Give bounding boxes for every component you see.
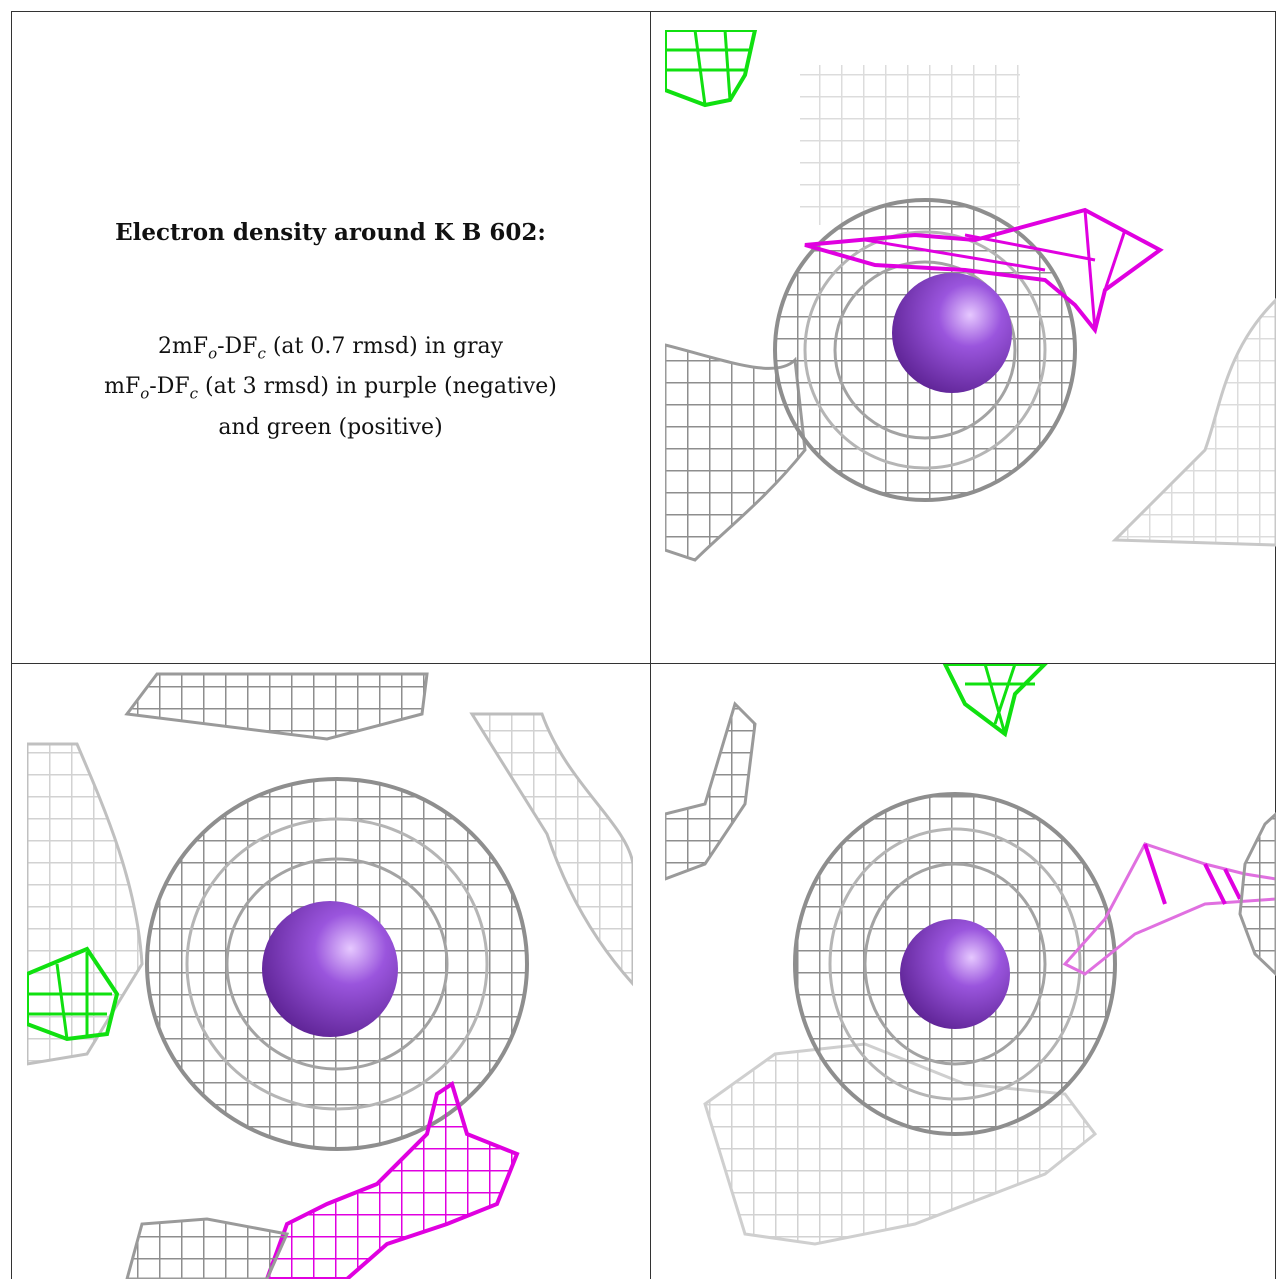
- potassium-ion: [892, 273, 1012, 393]
- density-view-2: [27, 664, 633, 1279]
- legend-line-2fofc: 2mFo-DFc (at 0.7 rmsd) in gray: [157, 334, 504, 363]
- positive-difference-density: [665, 30, 758, 108]
- far-density-mesh: [800, 65, 1020, 225]
- legend-line-fofc: mFo-DFc (at 3 rmsd) in purple (negative): [104, 374, 557, 403]
- side-density-mesh-left: [665, 343, 807, 562]
- legend-line-colors: and green (positive): [218, 414, 443, 440]
- caption-title: Electron density around K B 602:: [115, 219, 546, 246]
- density-view-1: [665, 30, 1276, 664]
- side-density-mesh-right: [1238, 811, 1276, 977]
- side-density-mesh-right: [469, 712, 633, 987]
- potassium-ion: [900, 919, 1010, 1029]
- side-density-mesh-left: [27, 742, 144, 1066]
- density-cage-ring: [803, 230, 1047, 470]
- potassium-ion: [262, 901, 398, 1037]
- negative-difference-density: [1062, 842, 1276, 976]
- side-density-mesh-top: [124, 672, 429, 741]
- positive-difference-density: [965, 664, 1035, 735]
- side-density-mesh-right: [1111, 297, 1276, 547]
- density-cage-ring: [828, 827, 1082, 1101]
- row-divider: [11, 663, 1276, 664]
- density-cage-ring: [833, 260, 1017, 440]
- side-density-mesh-left: [665, 701, 757, 881]
- negative-difference-density: [864, 209, 1127, 331]
- density-view-1-svg: [665, 30, 1276, 562]
- density-cage-ring: [185, 817, 489, 1111]
- density-cage-ring: [225, 857, 449, 1071]
- density-cage-ring: [863, 862, 1047, 1066]
- caption-cell: Electron density around K B 602: 2mFo-DF…: [12, 12, 649, 662]
- negative-difference-density: [264, 1080, 520, 1279]
- density-view-3: [665, 664, 1276, 1279]
- positive-difference-density: [27, 946, 120, 1042]
- caption-legend: 2mFo-DFc (at 0.7 rmsd) in gray mFo-DFc (…: [12, 330, 649, 445]
- negative-difference-density: [1143, 843, 1242, 905]
- density-view-2-svg: [27, 672, 633, 1279]
- negative-difference-density: [804, 207, 1164, 335]
- side-density-mesh-bottom: [125, 1217, 290, 1279]
- positive-difference-density: [665, 30, 750, 106]
- density-view-3-svg: [665, 664, 1276, 1246]
- positive-difference-density: [942, 664, 1048, 738]
- column-divider: [650, 11, 651, 1279]
- positive-difference-density: [27, 952, 112, 1040]
